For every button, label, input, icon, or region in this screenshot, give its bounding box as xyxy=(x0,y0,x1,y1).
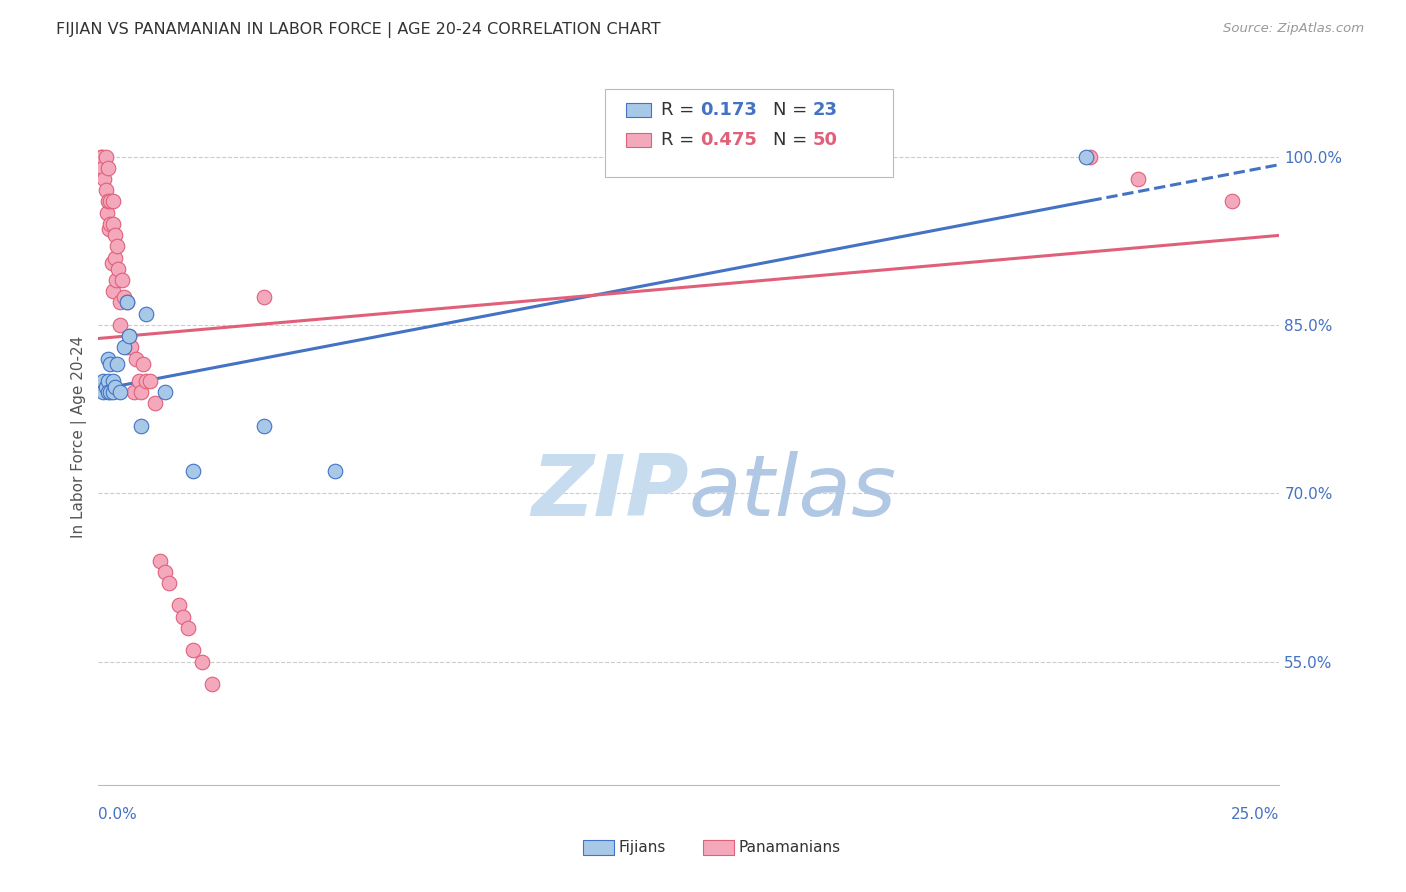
Text: N =: N = xyxy=(773,101,813,119)
Point xyxy=(1126,172,1149,186)
Text: Panamanians: Panamanians xyxy=(738,840,841,855)
Point xyxy=(108,318,131,332)
Text: R =: R = xyxy=(661,131,700,149)
Point xyxy=(118,329,141,343)
Point xyxy=(112,290,135,304)
Point xyxy=(111,273,134,287)
Point xyxy=(121,340,143,354)
Point xyxy=(91,374,114,388)
Text: R =: R = xyxy=(661,101,700,119)
Point xyxy=(108,385,131,400)
Point xyxy=(1074,149,1097,163)
Point xyxy=(101,284,124,298)
Point xyxy=(97,374,120,388)
Point xyxy=(153,385,176,400)
Point xyxy=(177,621,200,635)
Text: 25.0%: 25.0% xyxy=(1232,807,1279,822)
Point xyxy=(157,576,180,591)
Point xyxy=(101,194,124,209)
Text: atlas: atlas xyxy=(689,451,897,534)
Point xyxy=(132,357,155,371)
Point xyxy=(112,340,135,354)
Text: N =: N = xyxy=(773,131,813,149)
Point xyxy=(97,161,120,175)
Text: 23: 23 xyxy=(813,101,838,119)
Point xyxy=(98,385,121,400)
Point xyxy=(191,655,214,669)
Text: Source: ZipAtlas.com: Source: ZipAtlas.com xyxy=(1223,22,1364,36)
Point xyxy=(135,374,157,388)
Point xyxy=(129,385,152,400)
Point xyxy=(108,295,131,310)
Point xyxy=(253,418,276,433)
Point xyxy=(97,351,120,366)
Point xyxy=(172,609,194,624)
Point xyxy=(128,374,150,388)
Point xyxy=(181,643,204,657)
Y-axis label: In Labor Force | Age 20-24: In Labor Force | Age 20-24 xyxy=(72,336,87,538)
Point xyxy=(1220,194,1243,209)
Point xyxy=(105,273,128,287)
Point xyxy=(93,172,115,186)
Point xyxy=(97,194,120,209)
Point xyxy=(105,239,128,253)
Point xyxy=(97,222,120,236)
Point xyxy=(115,295,138,310)
Point xyxy=(115,340,138,354)
Point xyxy=(94,183,117,197)
Point xyxy=(94,379,117,393)
Point xyxy=(100,256,122,270)
Point xyxy=(104,251,127,265)
Text: FIJIAN VS PANAMANIAN IN LABOR FORCE | AGE 20-24 CORRELATION CHART: FIJIAN VS PANAMANIAN IN LABOR FORCE | AG… xyxy=(56,22,661,38)
Point xyxy=(101,217,124,231)
Point xyxy=(129,418,152,433)
Point xyxy=(104,228,127,243)
Point xyxy=(98,357,121,371)
Point xyxy=(323,464,346,478)
Point xyxy=(139,374,162,388)
Point xyxy=(104,379,127,393)
Point xyxy=(167,599,190,613)
Point xyxy=(1080,149,1102,163)
Point xyxy=(125,351,148,366)
Point xyxy=(149,553,172,567)
Point xyxy=(101,385,124,400)
Point xyxy=(90,149,112,163)
Point xyxy=(98,217,121,231)
Point xyxy=(122,385,145,400)
Point xyxy=(105,357,128,371)
Text: ZIP: ZIP xyxy=(531,451,689,534)
Point xyxy=(107,261,129,276)
Text: 0.173: 0.173 xyxy=(700,101,756,119)
Point xyxy=(91,161,114,175)
Point xyxy=(101,374,124,388)
Point xyxy=(153,565,176,579)
Text: 50: 50 xyxy=(813,131,838,149)
Point xyxy=(118,329,141,343)
Point xyxy=(91,385,114,400)
Point xyxy=(135,307,157,321)
Point xyxy=(181,464,204,478)
Point xyxy=(201,677,224,691)
Point xyxy=(97,385,120,400)
Point xyxy=(91,149,114,163)
Point xyxy=(94,149,117,163)
Text: 0.0%: 0.0% xyxy=(98,807,138,822)
Point xyxy=(253,290,276,304)
Point xyxy=(98,194,121,209)
Text: 0.475: 0.475 xyxy=(700,131,756,149)
Point xyxy=(143,396,166,410)
Point xyxy=(96,205,118,219)
Text: Fijians: Fijians xyxy=(619,840,666,855)
Point xyxy=(115,295,138,310)
